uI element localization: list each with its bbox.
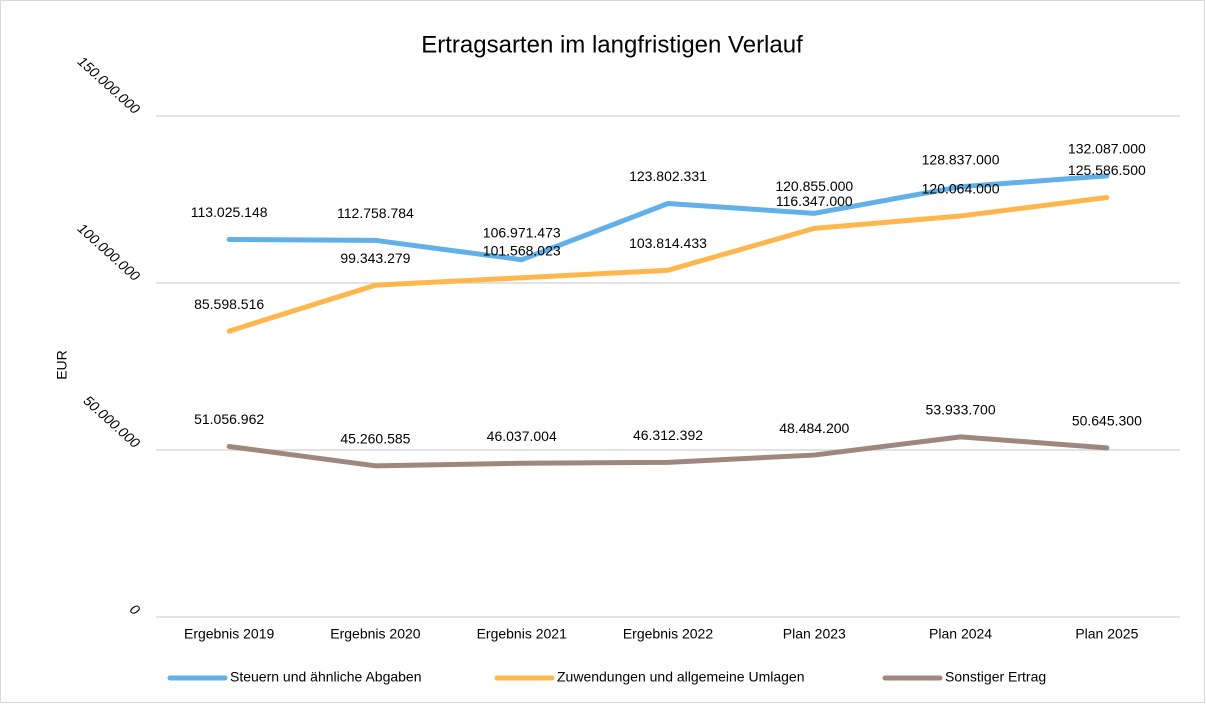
- data-label: 116.347.000: [776, 193, 853, 209]
- data-label: 120.855.000: [775, 178, 853, 194]
- legend-label: Sonstiger Ertrag: [945, 669, 1046, 685]
- data-label: 85.598.516: [194, 296, 264, 312]
- x-tick-label: Ergebnis 2019: [184, 626, 275, 642]
- data-label: 101.568.023: [483, 242, 561, 258]
- data-label: 51.056.962: [194, 411, 264, 427]
- x-tick-label: Ergebnis 2021: [477, 626, 568, 642]
- x-tick-label: Plan 2023: [783, 626, 846, 642]
- legend-label: Steuern und ähnliche Abgaben: [230, 669, 422, 685]
- series-line: [226, 434, 1110, 469]
- data-label: 53.933.700: [926, 402, 996, 418]
- data-label: 46.312.392: [633, 427, 703, 443]
- series-line: [226, 173, 1110, 263]
- data-label: 132.087.000: [1068, 141, 1146, 157]
- x-tick-label: Ergebnis 2020: [330, 626, 421, 642]
- x-tick-label: Ergebnis 2022: [623, 626, 714, 642]
- legend-label: Zuwendungen und allgemeine Umlagen: [557, 669, 805, 685]
- data-label: 50.645.300: [1072, 413, 1142, 429]
- data-label: 46.037.004: [487, 428, 557, 444]
- data-label: 112.758.784: [337, 205, 414, 221]
- data-label: 99.343.279: [340, 250, 410, 266]
- data-label: 125.586.500: [1068, 162, 1146, 178]
- x-tick-label: Plan 2024: [929, 626, 992, 642]
- data-label: 128.837.000: [922, 151, 1000, 167]
- data-label: 48.484.200: [779, 420, 849, 436]
- chart-title: Ertragsarten im langfristigen Verlauf: [421, 31, 803, 58]
- x-tick-label: Plan 2025: [1075, 626, 1138, 642]
- data-label: 123.802.331: [629, 168, 707, 184]
- y-axis-label: EUR: [54, 350, 70, 380]
- data-label: 120.064.000: [922, 181, 1000, 197]
- data-label: 113.025.148: [191, 204, 268, 220]
- data-label: 103.814.433: [629, 235, 707, 251]
- data-label: 45.260.585: [340, 431, 410, 447]
- data-label: 106.971.473: [483, 224, 561, 240]
- series-line: [226, 195, 1110, 334]
